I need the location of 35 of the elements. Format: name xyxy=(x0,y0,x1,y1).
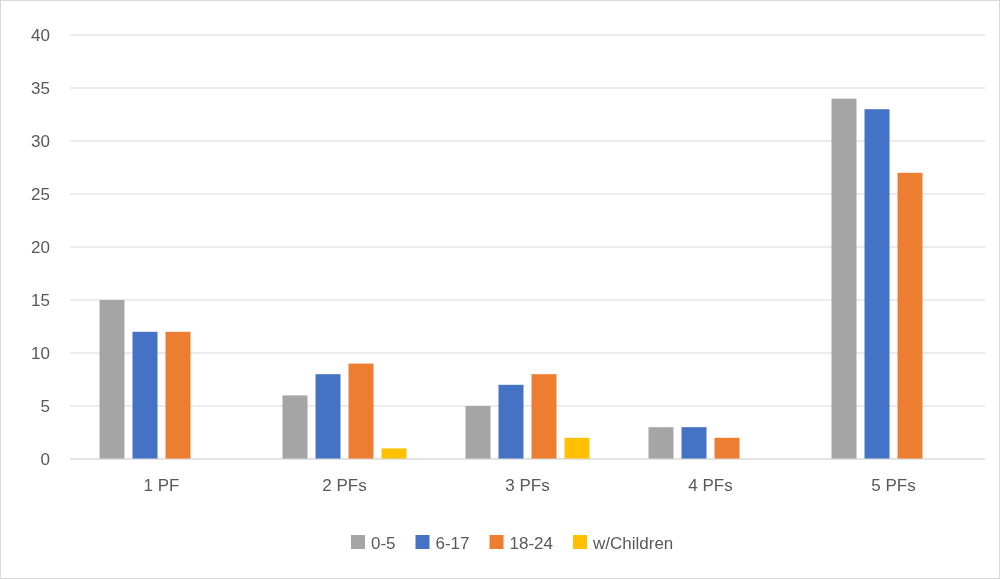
bar xyxy=(714,437,740,459)
y-tick-label: 5 xyxy=(40,396,50,416)
bar xyxy=(831,98,857,459)
y-tick-label: 15 xyxy=(31,290,50,310)
bar xyxy=(282,395,308,459)
legend-label: 18-24 xyxy=(509,533,553,553)
y-tick-label: 10 xyxy=(31,343,50,363)
y-tick-label: 40 xyxy=(31,25,50,45)
legend-label: 0-5 xyxy=(371,533,396,553)
y-tick-label: 30 xyxy=(31,131,50,151)
bar xyxy=(681,427,707,459)
bar xyxy=(531,374,557,459)
x-tick-label: 4 PFs xyxy=(688,476,733,495)
bar xyxy=(99,300,125,459)
bar xyxy=(465,406,491,459)
x-tick-label: 2 PFs xyxy=(322,476,367,495)
y-tick-label: 25 xyxy=(31,184,50,204)
x-tick-label: 3 PFs xyxy=(505,476,550,495)
bar xyxy=(564,437,590,459)
bar xyxy=(348,363,374,459)
legend-label: w/Children xyxy=(592,533,674,553)
y-tick-label: 20 xyxy=(31,237,50,257)
bar xyxy=(315,374,341,459)
bar xyxy=(132,331,158,459)
x-tick-label: 5 PFs xyxy=(871,476,916,495)
y-tick-label: 0 xyxy=(40,449,50,469)
legend-label: 6-17 xyxy=(435,533,470,553)
bar xyxy=(165,331,191,459)
bar xyxy=(498,384,524,459)
bar xyxy=(648,427,674,459)
bar xyxy=(381,448,407,459)
bar xyxy=(864,109,890,459)
bar xyxy=(897,172,923,459)
x-tick-label: 1 PF xyxy=(143,476,180,495)
y-tick-label: 35 xyxy=(31,78,50,98)
